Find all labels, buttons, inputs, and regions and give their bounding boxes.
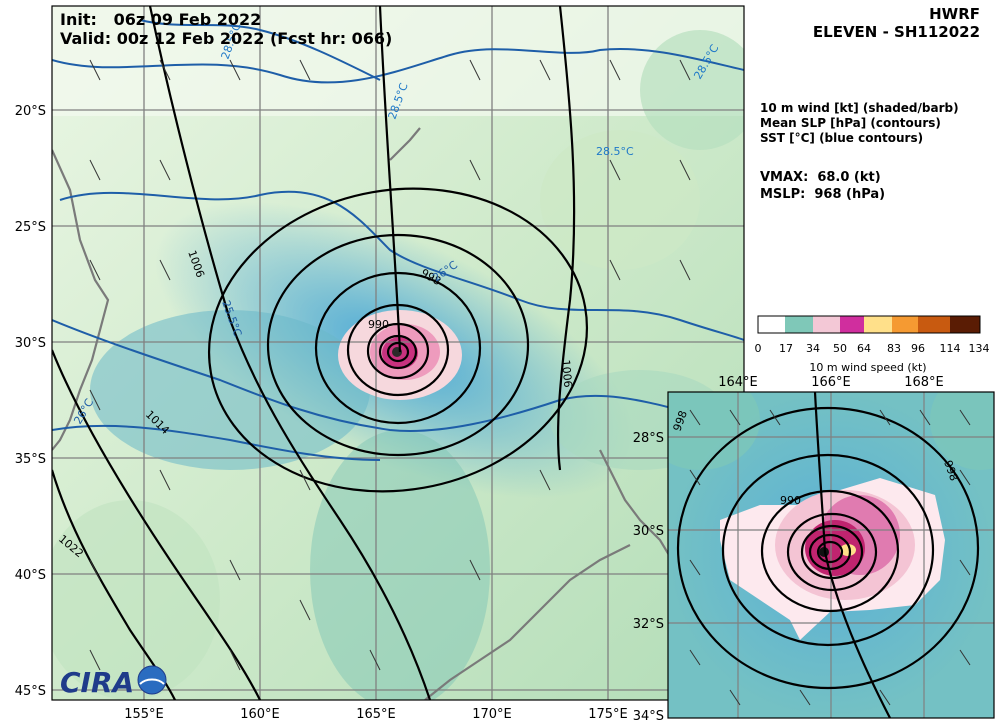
colorbar-tick: 17 xyxy=(779,342,793,355)
lat-label: 30°S xyxy=(15,336,46,351)
slp-label: 990 xyxy=(368,318,389,331)
colorbar-tick: 64 xyxy=(857,342,871,355)
vmax-value: VMAX: 68.0 (kt) xyxy=(760,170,881,185)
sst-contours xyxy=(52,19,744,461)
inset-lon-label: 166°E xyxy=(811,375,851,390)
slp-label: 1006 xyxy=(559,359,574,388)
lat-label: 25°S xyxy=(15,220,46,235)
inset-lat-label: 30°S xyxy=(633,524,664,539)
wind-colorbar: 0 17 34 50 64 83 96 114 134 10 m wind sp… xyxy=(755,315,990,374)
main-map-frame xyxy=(51,5,745,701)
wind-shading xyxy=(52,6,744,700)
lon-label: 155°E xyxy=(124,707,164,722)
sst-label: 28.5°C xyxy=(596,145,634,158)
lon-label: 170°E xyxy=(472,707,512,722)
inset-lat-label: 28°S xyxy=(633,431,664,446)
init-time: Init: 06z 09 Feb 2022 xyxy=(60,10,262,29)
inset-slp-label: 990 xyxy=(780,494,801,507)
legend-sst: SST [°C] (blue contours) xyxy=(760,131,924,145)
lon-label: 175°E xyxy=(588,707,628,722)
mslp-value: MSLP: 968 (hPa) xyxy=(760,187,886,202)
colorbar-tick: 114 xyxy=(940,342,961,355)
valid-time: Valid: 00z 12 Feb 2022 (Fcst hr: 066) xyxy=(60,29,393,48)
colorbar-tick: 50 xyxy=(833,342,847,355)
colorbar-tick: 134 xyxy=(969,342,990,355)
inset-lat-labels: 28°S 30°S 32°S 34°S xyxy=(633,431,664,722)
colorbar-tick: 0 xyxy=(755,342,762,355)
lat-labels: 20°S 25°S 30°S 35°S 40°S 45°S xyxy=(15,104,46,699)
lon-label: 165°E xyxy=(356,707,396,722)
lat-label: 35°S xyxy=(15,452,46,467)
inset-lon-label: 168°E xyxy=(904,375,944,390)
inset-lon-label: 164°E xyxy=(718,375,758,390)
lon-label: 160°E xyxy=(240,707,280,722)
model-title: HWRF xyxy=(929,5,980,23)
wind-barbs xyxy=(89,59,691,671)
coastline xyxy=(52,127,673,700)
lat-label: 45°S xyxy=(15,684,46,699)
lat-label: 40°S xyxy=(15,568,46,583)
slp-contours xyxy=(52,6,589,700)
lat-label: 20°S xyxy=(15,104,46,119)
colorbar-label: 10 m wind speed (kt) xyxy=(809,361,926,374)
cira-logo: CIRA xyxy=(60,665,167,699)
legend-slp: Mean SLP [hPa] (contours) xyxy=(760,116,941,130)
colorbar-tick: 96 xyxy=(911,342,925,355)
colorbar-tick: 34 xyxy=(806,342,820,355)
cira-logo-text: CIRA xyxy=(60,666,134,699)
storm-title: ELEVEN - SH112022 xyxy=(812,23,980,41)
colorbar-tick: 83 xyxy=(887,342,901,355)
inset-lat-label: 32°S xyxy=(633,617,664,632)
inset-lat-label: 34°S xyxy=(633,709,664,722)
inset-map: 990 998 998 xyxy=(667,391,995,719)
inset-lon-labels: 164°E 166°E 168°E xyxy=(718,375,944,390)
legend-wind: 10 m wind [kt] (shaded/barb) xyxy=(760,101,959,115)
lon-labels: 155°E 160°E 165°E 170°E 175°E xyxy=(124,707,628,722)
